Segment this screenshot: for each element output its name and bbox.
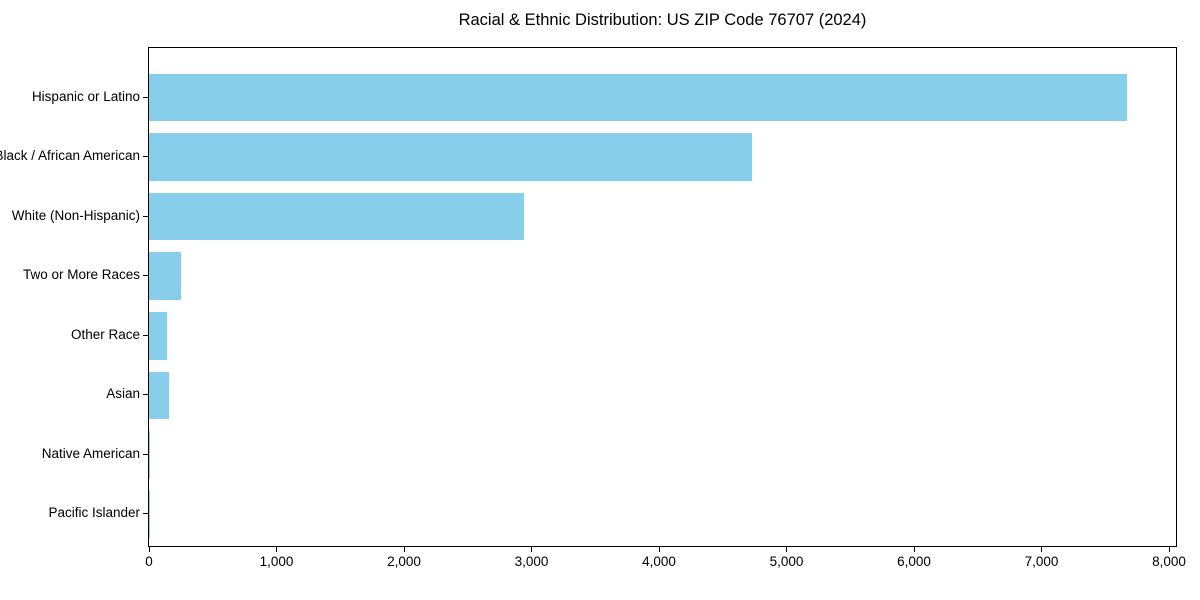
- bar-black-african-american: [149, 133, 753, 181]
- chart-title: Racial & Ethnic Distribution: US ZIP Cod…: [458, 11, 867, 29]
- x-tick-8000: [1168, 547, 1170, 552]
- y-tick-label-hispanic-or-latino: Hispanic or Latino: [31, 88, 140, 104]
- plot-area: [148, 47, 1177, 547]
- x-tick-3000: [531, 547, 533, 552]
- y-tick-label-asian: Asian: [106, 386, 140, 402]
- x-tick-7000: [1041, 547, 1043, 552]
- bar-native-american: [149, 431, 151, 479]
- y-tick-other-race: [143, 334, 148, 336]
- x-tick-1000: [276, 547, 278, 552]
- x-tick-0: [149, 547, 150, 552]
- x-tick-label-1000: 1,000: [259, 554, 294, 569]
- y-tick-label-other-race: Other Race: [70, 326, 140, 342]
- y-tick-label-pacific-islander: Pacific Islander: [48, 505, 140, 521]
- y-tick-white-non-hispanic: [143, 215, 148, 217]
- x-tick-label-6000: 6,000: [897, 554, 931, 569]
- x-tick-label-0: 0: [145, 554, 153, 569]
- y-tick-label-native-american: Native American: [41, 445, 140, 461]
- x-tick-4000: [658, 547, 660, 552]
- bar-white-non-hispanic: [149, 192, 524, 241]
- y-tick-label-white-non-hispanic: White (Non-Hispanic): [11, 207, 140, 223]
- bar-other-race: [149, 311, 167, 360]
- y-tick-two-or-more-races: [143, 275, 148, 277]
- y-tick-asian: [143, 394, 148, 396]
- x-tick-label-2000: 2,000: [387, 554, 421, 569]
- x-tick-label-4000: 4,000: [642, 554, 676, 569]
- x-tick-label-8000: 8,000: [1152, 554, 1186, 569]
- bar-asian: [149, 371, 169, 420]
- bar-hispanic-or-latino: [149, 73, 1127, 122]
- x-tick-5000: [786, 547, 788, 552]
- x-tick-label-7000: 7,000: [1024, 554, 1059, 569]
- bar-two-or-more-races: [149, 252, 181, 300]
- y-tick-pacific-islander: [143, 513, 148, 515]
- y-tick-label-two-or-more-races: Two or More Races: [22, 267, 140, 283]
- y-tick-label-black-african-american: Black / African American: [0, 148, 140, 164]
- y-tick-black-african-american: [143, 156, 148, 158]
- x-tick-label-5000: 5,000: [769, 554, 804, 569]
- y-tick-hispanic-or-latino: [143, 96, 148, 98]
- x-tick-label-3000: 3,000: [514, 554, 549, 569]
- x-tick-2000: [403, 547, 405, 552]
- y-tick-native-american: [143, 453, 148, 455]
- x-tick-6000: [913, 547, 915, 552]
